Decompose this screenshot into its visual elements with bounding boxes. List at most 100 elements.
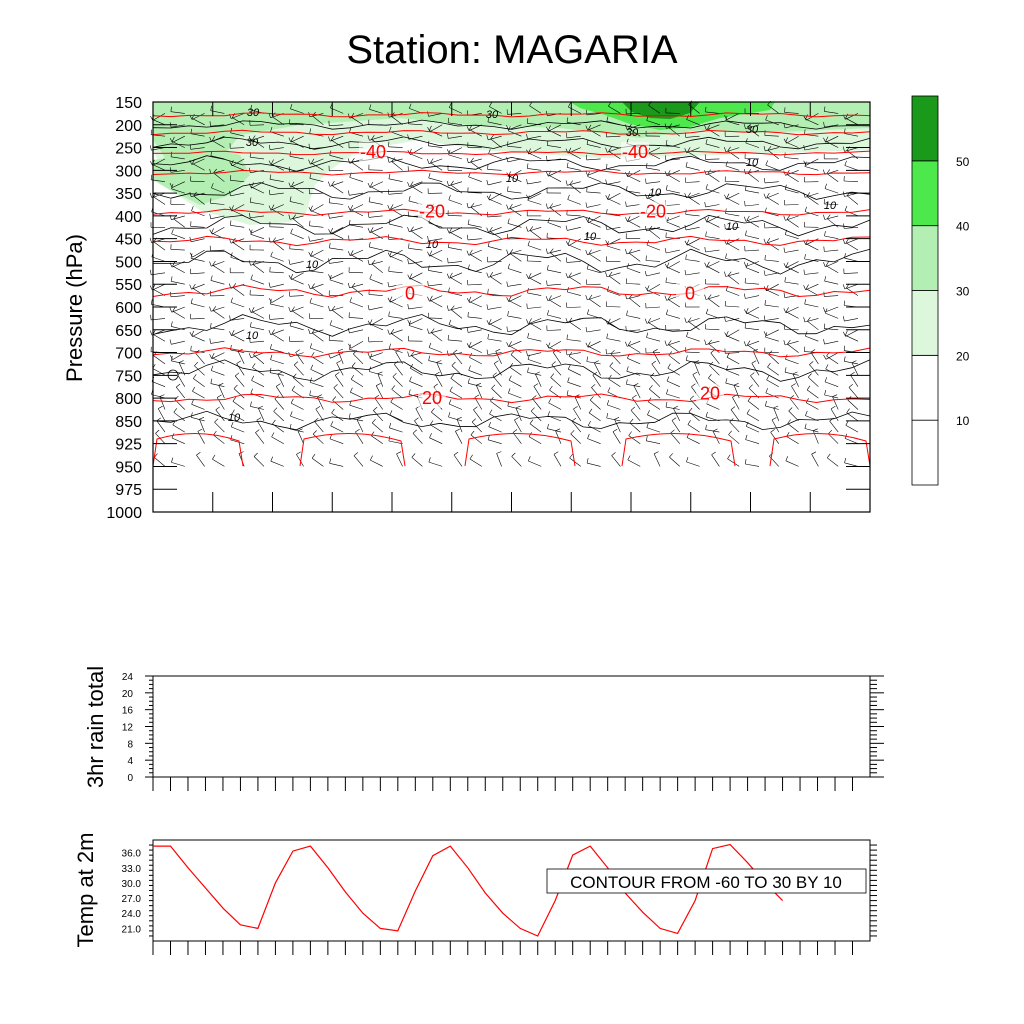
wind-barb-shaft <box>568 106 581 114</box>
wind-barb-flag <box>746 215 750 221</box>
wind-barb-flag <box>587 309 590 315</box>
wind-barb-flag <box>290 411 293 417</box>
wind-barb-shaft <box>489 106 502 114</box>
wind-barb-shaft <box>212 264 225 274</box>
wind-barb-flag <box>350 204 354 210</box>
wind-barb-shaft <box>766 379 779 387</box>
wind-barb-flag <box>587 433 590 439</box>
wind-barb-shaft <box>368 169 383 171</box>
wind-barb-shaft <box>587 124 601 131</box>
wind-barb-flag <box>170 321 173 327</box>
wind-barb-flag <box>448 399 452 405</box>
wind-barb-flag <box>272 237 277 242</box>
wind-barb-shaft <box>252 367 265 376</box>
wind-barb-shaft <box>829 420 839 433</box>
wind-barb-flag <box>428 342 432 348</box>
wind-barb-flag <box>765 400 767 406</box>
wind-barb-shaft <box>290 233 304 239</box>
wind-barb-shaft <box>725 352 740 354</box>
wind-barb-shaft <box>151 256 166 262</box>
wind-barb-flag <box>427 296 430 302</box>
wind-barb-flag <box>350 374 355 380</box>
wind-barb-shaft <box>191 303 205 308</box>
wind-barb-shaft <box>350 254 364 262</box>
wind-barb-flag <box>546 155 548 161</box>
wind-barb-shaft <box>627 215 641 223</box>
wind-barb-shaft <box>533 386 542 399</box>
wind-barb-flag <box>664 295 667 301</box>
wind-barb-flag <box>627 340 632 346</box>
wind-barb-shaft <box>567 272 581 279</box>
wind-barb-flag <box>670 429 675 434</box>
wind-barb-flag <box>548 295 552 300</box>
wind-barb-flag <box>311 454 316 459</box>
wind-barb-flag <box>469 454 473 460</box>
wind-barb-shaft <box>289 261 304 265</box>
wind-barb-flag <box>331 305 336 311</box>
wind-barb-shaft <box>312 115 324 126</box>
wind-barb-shaft <box>473 409 483 422</box>
wind-barb-flag <box>823 354 827 360</box>
wind-barb-shaft <box>529 423 542 433</box>
wind-barb-flag <box>824 106 826 112</box>
wind-barb-shaft <box>547 222 562 228</box>
temperature-contour-line <box>152 284 871 298</box>
wind-barb-shaft <box>451 365 463 376</box>
rain-tick-label: 8 <box>127 739 133 750</box>
wind-barb-shaft <box>645 260 661 262</box>
wind-barb-flag <box>370 227 374 232</box>
wind-barb-shaft <box>269 318 284 320</box>
wind-barb-flag <box>625 341 628 347</box>
wind-barb-shaft <box>845 425 859 433</box>
wind-barb-shaft <box>507 315 522 319</box>
temperature-tick-label: 33.0 <box>122 864 142 875</box>
wind-barb-shaft <box>548 402 562 410</box>
wind-barb-shaft <box>237 351 245 365</box>
wind-barb-shaft <box>489 276 502 285</box>
wind-barb-shaft <box>785 261 799 269</box>
wind-barb-shaft <box>725 120 740 126</box>
wind-barb-shaft <box>648 229 661 239</box>
wind-barb-shaft <box>528 318 542 325</box>
wind-barb-flag <box>252 135 256 140</box>
wind-barb-flag <box>606 286 610 292</box>
wind-barb-flag <box>466 343 470 348</box>
wind-barb-shaft <box>431 332 443 342</box>
wind-barb-shaft <box>329 438 344 444</box>
wind-barb-shaft <box>334 375 344 387</box>
wind-barb-flag <box>745 230 747 236</box>
wind-barb-shaft <box>330 352 344 359</box>
wind-barb-flag <box>192 283 196 289</box>
wind-speed-contour-label: 10 <box>649 187 662 199</box>
wind-barb-shaft <box>210 327 225 331</box>
wind-barb-shaft <box>470 434 482 444</box>
wind-barb-flag <box>314 417 319 422</box>
wind-barb-flag <box>369 319 373 325</box>
wind-barb-shaft <box>832 396 839 410</box>
wind-barb-shaft <box>410 368 423 376</box>
wind-barb-shaft <box>151 381 166 387</box>
wind-barb-flag <box>350 250 354 255</box>
wind-barb-shaft <box>290 181 304 188</box>
wind-barb-shaft <box>843 272 859 274</box>
pressure-tick-label: 400 <box>115 209 142 226</box>
wind-barb-flag <box>630 406 635 411</box>
wind-barb-shaft <box>193 378 205 387</box>
wind-barb-flag <box>288 214 291 220</box>
wind-barb-shaft <box>270 283 284 288</box>
wind-barb-shaft <box>667 367 680 376</box>
wind-barb-shaft <box>393 364 403 376</box>
wind-barb-shaft <box>488 135 502 141</box>
wind-barb-shaft <box>665 158 680 161</box>
wind-barb-flag <box>387 329 390 335</box>
wind-barb-flag <box>311 352 315 357</box>
wind-barb-shaft <box>171 437 185 444</box>
wind-barb-shaft <box>171 261 185 268</box>
wind-barb-flag <box>369 274 372 280</box>
wind-barb-shaft <box>152 158 166 166</box>
wind-barb-shaft <box>527 123 542 126</box>
wind-barb-flag <box>509 203 513 209</box>
wind-barb-shaft <box>231 426 245 433</box>
wind-barb-flag <box>730 406 736 410</box>
